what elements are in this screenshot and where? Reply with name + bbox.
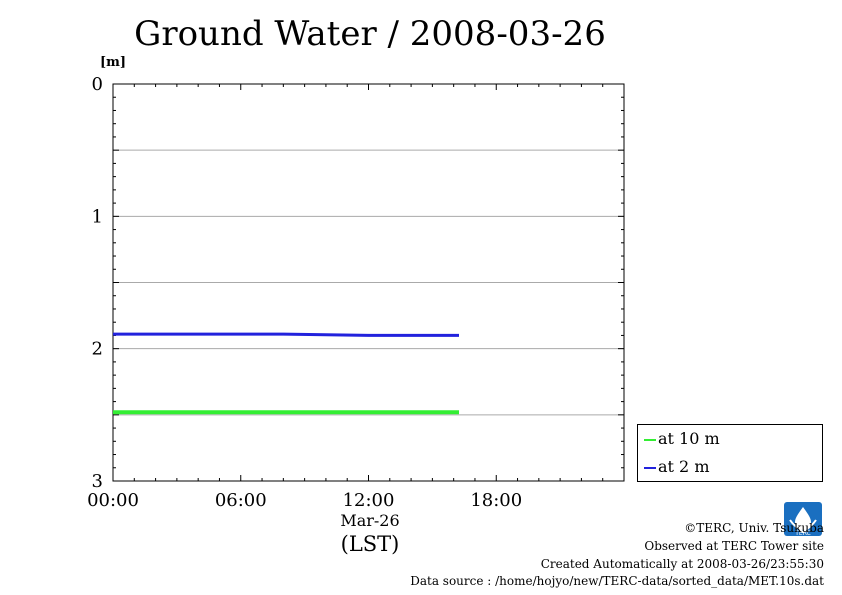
x-axis-timezone-label: (LST) xyxy=(340,532,400,556)
legend: at 10 m at 2 m xyxy=(637,424,823,482)
x-tick-label: 06:00 xyxy=(215,490,267,511)
x-tick-label: 18:00 xyxy=(470,490,522,511)
credit-copyright: ©TERC, Univ. Tsukuba xyxy=(684,521,824,535)
x-axis-date-label: Mar-26 xyxy=(340,511,400,530)
grid-layer xyxy=(113,149,624,416)
x-tick-label: 12:00 xyxy=(343,490,395,511)
svg-text:TERC: TERC xyxy=(794,530,811,536)
series-line-2m xyxy=(113,332,459,337)
legend-label-10m: at 10 m xyxy=(658,429,720,448)
label-layer: 0 1 2 300:00 06:00 12:00 18:00 xyxy=(87,74,522,511)
y-tick-label: 2 xyxy=(92,339,103,360)
y-axis-unit: [m] xyxy=(100,55,127,70)
legend-item-2m: at 2 m xyxy=(644,457,710,476)
legend-swatch-10m xyxy=(644,438,656,441)
x-tick-label: 00:00 xyxy=(87,490,139,511)
y-tick-label: 3 xyxy=(92,471,103,492)
y-tick-label: 1 xyxy=(92,206,103,227)
legend-item-10m: at 10 m xyxy=(644,429,720,448)
legend-label-2m: at 2 m xyxy=(658,457,710,476)
y-tick-label: 0 xyxy=(92,74,103,95)
terc-logo-icon: TERC xyxy=(784,502,822,536)
credit-created: Created Automatically at 2008-03-26/23:5… xyxy=(540,557,824,571)
credit-observed: Observed at TERC Tower site xyxy=(644,539,824,553)
legend-swatch-2m xyxy=(644,466,656,469)
tick-layer xyxy=(112,83,625,482)
chart-title: Ground Water / 2008-03-26 xyxy=(134,14,606,54)
series-layer xyxy=(113,332,459,415)
credit-source: Data source : /home/hojyo/new/TERC-data/… xyxy=(410,574,824,588)
